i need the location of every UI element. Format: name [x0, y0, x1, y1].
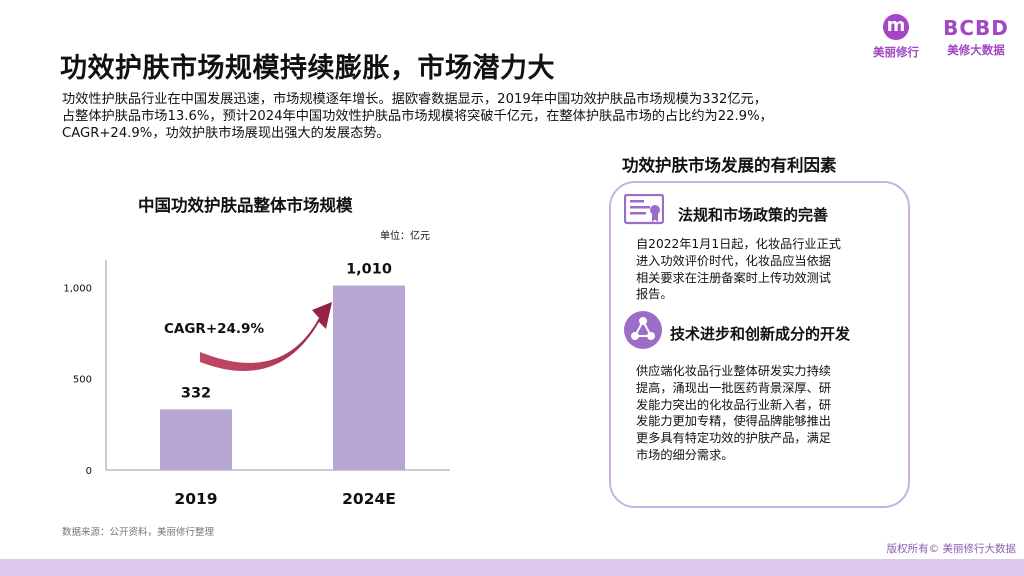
factor-line: 发能力更加专精，使得品牌能够推出 — [636, 414, 831, 429]
factors-title: 功效护肤市场发展的有利因素 — [622, 156, 837, 175]
intro-paragraph: 功效性护肤品行业在中国发展迅速，市场规模逐年增长。据欧睿数据显示，2019年中国… — [62, 91, 982, 142]
factor-heading-tech: 技术进步和创新成分的开发 — [670, 325, 851, 343]
factor-line: 相关要求在注册备案时上传功效测试 — [636, 270, 831, 285]
factor-line: 供应端化妆品行业整体研发实力持续 — [636, 364, 831, 378]
factor-heading-policy: 法规和市场政策的完善 — [678, 206, 829, 224]
factor-line: 进入功效评价时代，化妆品应当依据 — [636, 253, 831, 268]
factor-line: 发能力突出的化妆品行业新入者，研 — [636, 397, 831, 412]
x-tick-label: 2024E — [342, 490, 396, 508]
network-icon — [624, 311, 662, 349]
intro-line: 占整体护肤品市场13.6%，预计2024年中国功效性护肤品市场规模将突破千亿元，… — [62, 109, 773, 124]
y-tick-label: 500 — [73, 375, 92, 386]
factor-line: 报告。 — [636, 287, 673, 302]
y-tick-label: 0 — [86, 466, 92, 477]
factors-panel — [609, 181, 910, 508]
bar-2024e — [333, 285, 405, 470]
factor-line: 更多具有特定功效的护肤产品，满足 — [636, 431, 831, 446]
logo-right-mark: BCBD — [943, 16, 1009, 40]
data-source-note: 数据来源：公开资料，美丽修行整理 — [62, 527, 215, 538]
logo-right-text: 美修大数据 — [947, 43, 1005, 57]
intro-line: 功效性护肤品行业在中国发展迅速，市场规模逐年增长。据欧睿数据显示，2019年中国… — [62, 92, 767, 107]
bar-value-label: 332 — [181, 385, 211, 401]
intro-line: CAGR+24.9%，功效护肤市场展现出强大的发展态势。 — [62, 126, 390, 141]
factor-line: 市场的细分需求。 — [636, 447, 734, 462]
footer-bar — [0, 559, 1024, 576]
cagr-annotation: CAGR+24.9% — [164, 321, 264, 337]
logo-m-icon — [883, 14, 909, 40]
factor-line: 自2022年1月1日起，化妆品行业正式 — [636, 237, 841, 251]
certificate-icon — [624, 194, 664, 225]
chart-title: 中国功效护肤品整体市场规模 — [138, 196, 353, 215]
x-tick-label: 2019 — [174, 490, 217, 508]
page-title: 功效护肤市场规模持续膨胀，市场潜力大 — [60, 53, 555, 84]
copyright-text: 版权所有© 美丽修行大数据 — [886, 543, 1016, 555]
growth-arrow — [200, 302, 332, 371]
logo-left-text: 美丽修行 — [873, 45, 919, 59]
bar-2019 — [160, 409, 232, 470]
bar-value-label: 1,010 — [346, 262, 392, 278]
y-tick-label: 1,000 — [63, 283, 92, 294]
bcbd-logo: BCBD 美修大数据 — [936, 16, 1016, 58]
chart-unit-label: 单位：亿元 — [380, 231, 430, 242]
factor-line: 提高，涌现出一批医药背景深厚、研 — [636, 380, 831, 395]
factor-body-policy: 自2022年1月1日起，化妆品行业正式 进入功效评价时代，化妆品应当依据 相关要… — [636, 236, 841, 303]
factor-body-tech: 供应端化妆品行业整体研发实力持续 提高，涌现出一批医药背景深厚、研 发能力突出的… — [636, 363, 831, 464]
meilixiuxing-logo: 美丽修行 — [866, 14, 926, 60]
